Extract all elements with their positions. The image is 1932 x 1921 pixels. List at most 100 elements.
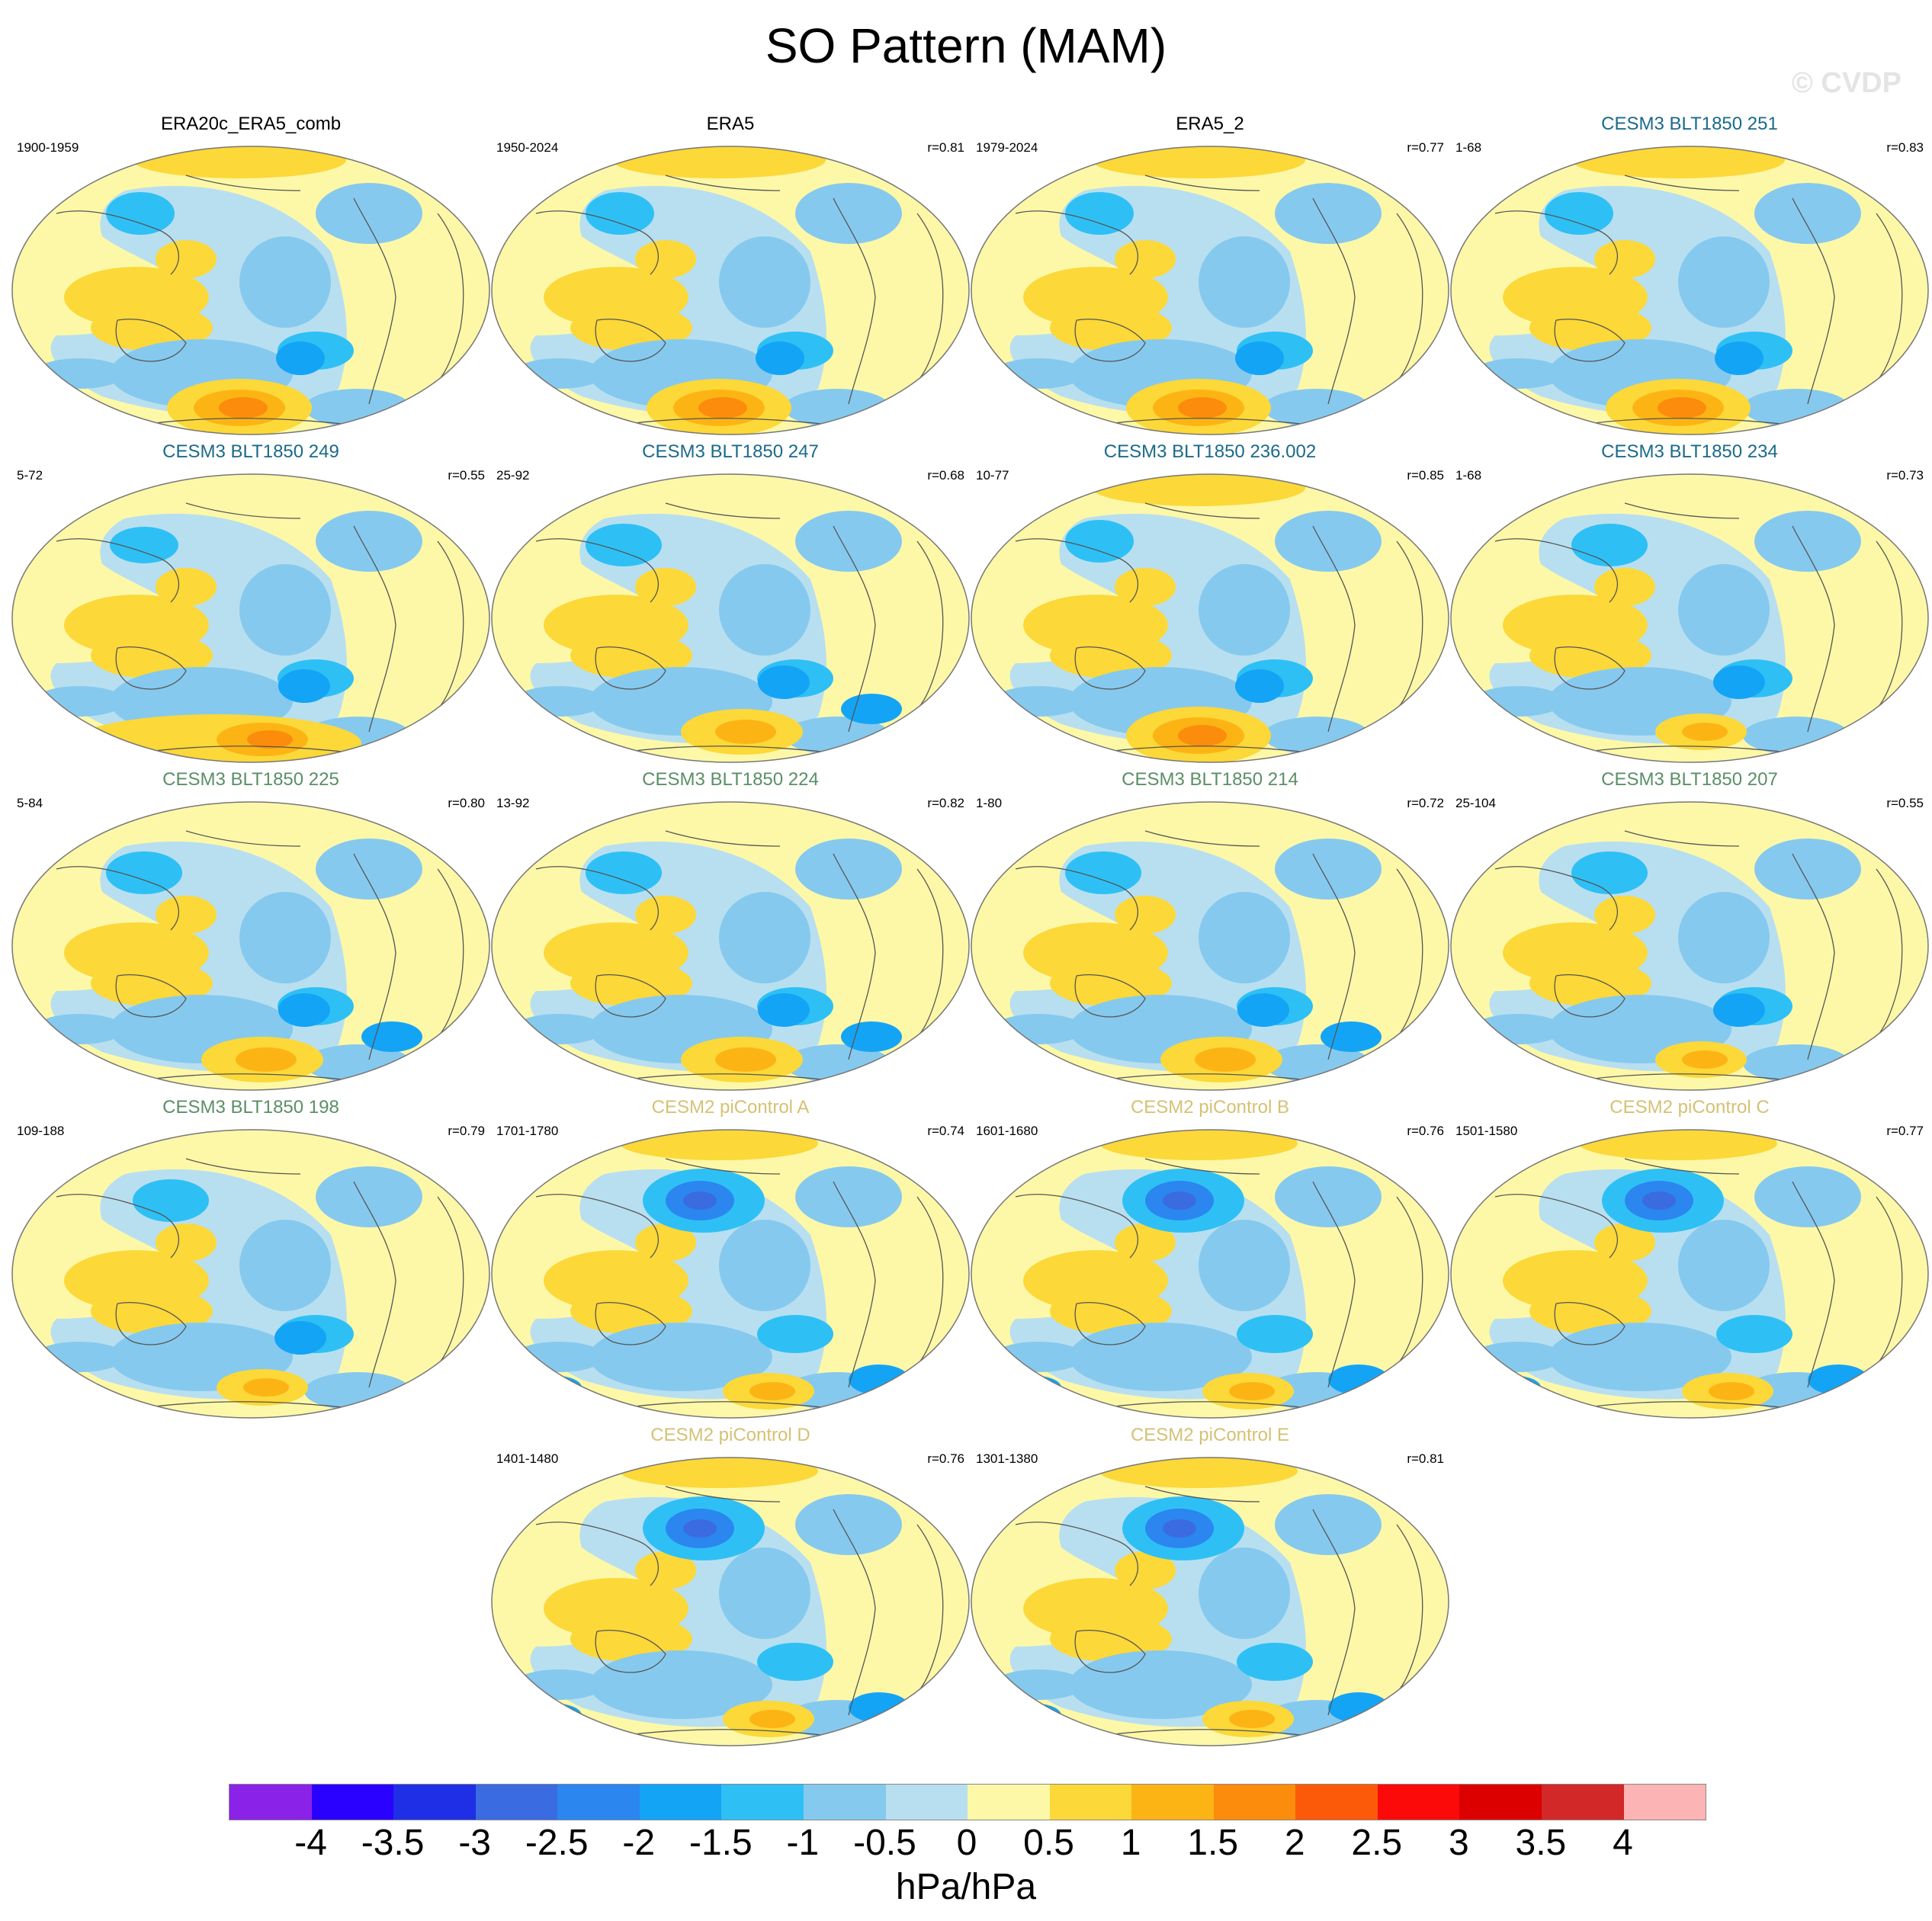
map-panel: CESM3 BLT1850 214 1-80 r=0.72 xyxy=(970,768,1450,1096)
coastline xyxy=(56,866,179,931)
colorbar-swatch xyxy=(1542,1785,1624,1820)
contour-blob xyxy=(1195,1047,1256,1072)
contour-blob xyxy=(586,524,662,566)
contour-blob xyxy=(1754,839,1861,900)
coastline xyxy=(1312,1181,1356,1388)
page-title: SO Pattern (MAM) xyxy=(765,18,1167,73)
contour-blob xyxy=(239,892,331,983)
coastline xyxy=(437,213,464,382)
contour-blob xyxy=(1115,1551,1176,1589)
contour-blob xyxy=(1000,1703,1061,1727)
coastline xyxy=(916,1524,944,1693)
contour-blob xyxy=(620,1458,818,1488)
map-panel: ERA5 1950-2024 r=0.81 xyxy=(490,113,971,441)
contour-blob xyxy=(1743,389,1850,427)
panel-years: 10-77 xyxy=(976,468,1009,483)
contour-blob xyxy=(1472,686,1564,717)
contour-blob xyxy=(1658,397,1706,419)
contour-blob xyxy=(1115,568,1176,606)
colorbar-label: -1.5 xyxy=(688,1823,753,1863)
panel-title: CESM2 piControl E xyxy=(1130,1425,1290,1445)
contour-blob xyxy=(1178,725,1227,746)
coastline xyxy=(1074,319,1146,362)
contour-blob xyxy=(1237,1643,1313,1681)
coastline xyxy=(185,502,301,519)
coastline xyxy=(535,1522,659,1586)
contour-blob xyxy=(1069,1323,1252,1391)
panel-correlation: r=0.74 xyxy=(927,1124,964,1138)
world-map xyxy=(491,146,970,435)
coastline xyxy=(916,868,944,1037)
contour-blob xyxy=(1594,568,1655,606)
contour-blob xyxy=(1178,397,1227,419)
world-map xyxy=(971,146,1449,435)
map-panel: CESM2 piControl A 1701-1780 r=0.74 xyxy=(490,1096,971,1424)
panel-years: 1900-1959 xyxy=(17,140,79,155)
contour-blob xyxy=(683,1519,717,1538)
coastline xyxy=(1792,1181,1835,1388)
contour-blob xyxy=(1682,1050,1728,1069)
contour-blob xyxy=(1275,183,1382,244)
contour-blob xyxy=(715,1047,776,1072)
coastline xyxy=(1144,1486,1260,1502)
contour-blob xyxy=(1678,892,1770,983)
world-map xyxy=(491,801,970,1091)
colorbar-label: 0 xyxy=(956,1823,977,1863)
contour-blob xyxy=(1321,1021,1382,1052)
coastline xyxy=(1624,175,1740,191)
colorbar-label: 0.5 xyxy=(1023,1823,1074,1863)
contour-blob xyxy=(1115,1223,1176,1262)
coastline xyxy=(115,646,187,690)
coastline xyxy=(665,830,781,847)
coastline xyxy=(437,868,464,1037)
coastline xyxy=(1396,868,1423,1037)
contour-blob xyxy=(239,564,331,656)
contour-blob xyxy=(756,342,804,375)
coastline xyxy=(1494,1194,1618,1259)
coastline xyxy=(833,853,876,1060)
contour-blob xyxy=(247,730,293,749)
contour-blob xyxy=(795,1166,902,1227)
panel-title: CESM3 BLT1850 249 xyxy=(162,441,339,462)
coastline xyxy=(1554,974,1626,1018)
panel-years: 1-68 xyxy=(1455,468,1482,483)
world-map xyxy=(11,473,490,763)
panel-title: CESM3 BLT1850 247 xyxy=(642,441,819,462)
contour-blob xyxy=(749,1382,795,1400)
colorbar-label: 3 xyxy=(1448,1823,1469,1863)
contour-blob xyxy=(1099,1458,1298,1488)
panel-title: CESM2 piControl A xyxy=(651,1097,810,1118)
map-panel: CESM2 piControl E 1301-1380 r=0.81 xyxy=(970,1424,1450,1752)
panel-title: CESM3 BLT1850 251 xyxy=(1601,114,1778,134)
contour-blob xyxy=(1275,511,1382,572)
panel-correlation: r=0.80 xyxy=(448,796,485,810)
colorbar-labels: -4 -3.5 -3 -2.5 -2 -1.5 -1 -0.5 0 0.5 1 1.5 2 2.5 3 3.5… xyxy=(0,1822,1932,1868)
coastline xyxy=(916,540,944,710)
colorbar-units: hPa/hPa xyxy=(895,1867,1037,1907)
contour-blob xyxy=(1235,342,1284,375)
contour-blob xyxy=(795,1494,902,1555)
world-map xyxy=(1450,801,1929,1091)
colorbar-label: -3.5 xyxy=(361,1823,425,1863)
coastline xyxy=(56,210,179,275)
coastline xyxy=(353,1181,396,1388)
coastline xyxy=(1554,319,1626,362)
world-map xyxy=(1450,473,1929,763)
panel-title: CESM3 BLT1850 224 xyxy=(642,769,819,790)
coastline xyxy=(437,540,464,710)
contour-blob xyxy=(784,389,891,427)
map-panel: CESM3 BLT1850 224 13-92 r=0.82 xyxy=(490,768,971,1096)
contour-blob xyxy=(635,568,696,606)
panel-title: CESM3 BLT1850 225 xyxy=(162,769,339,790)
coastline xyxy=(115,319,187,362)
coastline xyxy=(1624,830,1740,847)
colorbar-swatch xyxy=(1459,1785,1542,1820)
panel-title: ERA5_2 xyxy=(1176,114,1244,134)
contour-blob xyxy=(304,1372,411,1410)
panel-title: CESM3 BLT1850 214 xyxy=(1122,769,1298,790)
world-map xyxy=(971,801,1449,1091)
coastline xyxy=(1015,538,1138,603)
panel-correlation: r=0.77 xyxy=(1407,140,1444,155)
colorbar-swatch xyxy=(803,1785,886,1820)
contour-blob xyxy=(106,851,182,894)
